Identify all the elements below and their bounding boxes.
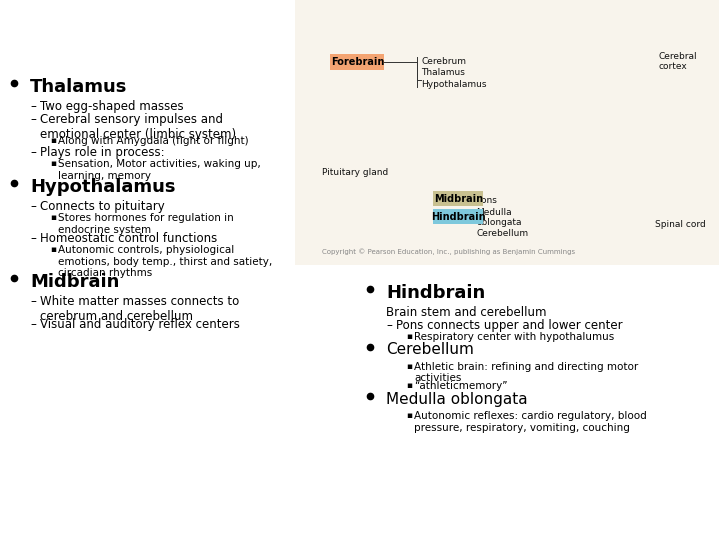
Text: Medulla
oblongata: Medulla oblongata (476, 208, 522, 227)
Text: Homeostatic control functions: Homeostatic control functions (40, 232, 217, 245)
Text: ▪: ▪ (50, 245, 56, 254)
Text: –: – (30, 200, 36, 213)
Text: –: – (30, 318, 36, 331)
Text: Midbrain: Midbrain (433, 193, 483, 204)
Text: White matter masses connects to
cerebrum and cerebellum: White matter masses connects to cerebrum… (40, 295, 239, 323)
Text: –: – (30, 146, 36, 159)
Text: ▪: ▪ (406, 332, 413, 341)
Text: Pons connects upper and lower center: Pons connects upper and lower center (397, 319, 623, 332)
Text: Spinal cord: Spinal cord (655, 220, 706, 229)
Text: Pituitary gland: Pituitary gland (323, 168, 389, 177)
Text: Connects to pituitary: Connects to pituitary (40, 200, 165, 213)
FancyBboxPatch shape (294, 0, 719, 265)
Text: Athletic brain: refining and directing motor
activities: Athletic brain: refining and directing m… (414, 362, 639, 383)
Text: Cerebral sensory impulses and
emotional center (limbic system): Cerebral sensory impulses and emotional … (40, 113, 236, 141)
Text: ▪: ▪ (406, 362, 413, 371)
Text: Pons: Pons (476, 196, 497, 205)
Text: “athleticmemory”: “athleticmemory” (414, 381, 508, 391)
Text: Hypothalamus: Hypothalamus (30, 178, 176, 196)
Text: Stores hormones for regulation in
endocrine system: Stores hormones for regulation in endocr… (58, 213, 234, 235)
Text: –: – (30, 232, 36, 245)
Text: Cerebral
cortex: Cerebral cortex (659, 52, 698, 71)
Text: ▪: ▪ (406, 411, 413, 420)
Text: Sensation, Motor activities, waking up,
learning, memory: Sensation, Motor activities, waking up, … (58, 159, 261, 180)
Text: –: – (387, 319, 392, 332)
Text: Autonomic controls, physiological
emotions, body temp., thirst and satiety,
circ: Autonomic controls, physiological emotio… (58, 245, 272, 279)
Text: Plays role in process:: Plays role in process: (40, 146, 165, 159)
Text: ▪: ▪ (50, 213, 56, 222)
Text: ▪: ▪ (406, 381, 413, 390)
Text: Copyright © Pearson Education, Inc., publishing as Benjamin Cummings: Copyright © Pearson Education, Inc., pub… (323, 248, 575, 255)
FancyBboxPatch shape (330, 54, 384, 70)
Text: –: – (30, 113, 36, 126)
Text: Hindbrain: Hindbrain (431, 212, 485, 221)
Text: Two egg-shaped masses: Two egg-shaped masses (40, 100, 184, 113)
Text: Visual and auditory reflex centers: Visual and auditory reflex centers (40, 318, 240, 331)
Text: ▪: ▪ (50, 159, 56, 168)
Text: Respiratory center with hypothalumus: Respiratory center with hypothalumus (414, 332, 615, 342)
Text: Thalamus: Thalamus (30, 78, 127, 96)
FancyBboxPatch shape (433, 191, 483, 206)
Text: Cerebrum: Cerebrum (421, 57, 467, 66)
Text: Midbrain: Midbrain (30, 273, 120, 291)
Text: ▪: ▪ (50, 136, 56, 145)
Text: Cerebellum: Cerebellum (387, 342, 474, 357)
Text: Forebrain: Forebrain (330, 57, 384, 67)
Text: Cerebellum: Cerebellum (476, 229, 528, 238)
Text: –: – (30, 100, 36, 113)
Text: Thalamus: Thalamus (421, 68, 465, 77)
Text: Along with Amygdala (fight or flight): Along with Amygdala (fight or flight) (58, 136, 248, 145)
Text: Hindbrain: Hindbrain (387, 284, 485, 302)
Text: Hypothalamus: Hypothalamus (421, 80, 487, 89)
Text: Medulla oblongata: Medulla oblongata (387, 392, 528, 407)
Text: –: – (30, 295, 36, 308)
Text: Brain stem and cerebellum: Brain stem and cerebellum (387, 306, 547, 319)
Text: Autonomic reflexes: cardio regulatory, blood
pressure, respiratory, vomiting, co: Autonomic reflexes: cardio regulatory, b… (414, 411, 647, 433)
FancyBboxPatch shape (433, 209, 483, 224)
